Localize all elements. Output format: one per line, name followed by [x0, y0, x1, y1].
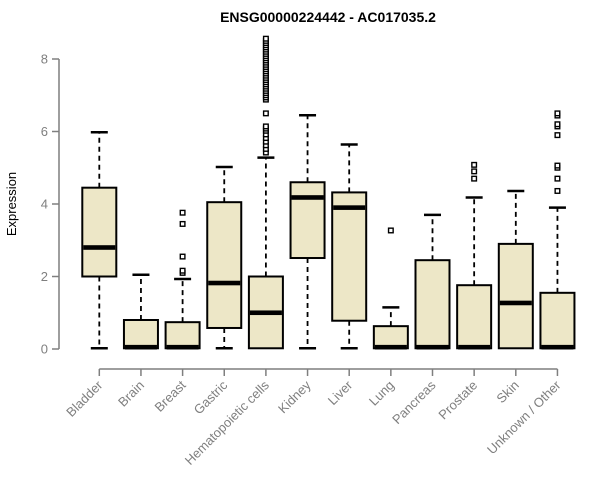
- y-axis-title: Expression: [4, 172, 19, 236]
- x-tick-label: Skin: [493, 378, 521, 406]
- outlier-point: [554, 175, 561, 182]
- x-tick-label: Unknown / Other: [484, 377, 564, 457]
- box-group: [81, 130, 118, 350]
- outlier-point: [262, 35, 269, 42]
- box-group: [372, 227, 409, 350]
- box-rect: [414, 259, 451, 350]
- box-group: [247, 35, 284, 350]
- x-tick-label: Prostate: [435, 378, 480, 423]
- outlier-point: [471, 168, 478, 175]
- outlier-point: [179, 253, 186, 260]
- outlier-point: [471, 175, 478, 182]
- median-line: [208, 280, 241, 286]
- box-group: [289, 113, 326, 350]
- box-group: [122, 273, 159, 350]
- outlier-point: [179, 267, 186, 274]
- median-line: [416, 344, 449, 350]
- y-tick-label: 0: [41, 342, 48, 357]
- box-group: [414, 213, 451, 350]
- x-tick-label: Liver: [325, 377, 356, 408]
- box-group: [456, 161, 493, 350]
- box-rect: [456, 284, 493, 350]
- median-line: [458, 344, 491, 350]
- x-tick-label: Bladder: [63, 377, 106, 420]
- median-line: [83, 245, 116, 250]
- box-group: [164, 209, 201, 350]
- x-tick-label: Pancreas: [389, 377, 439, 427]
- median-line: [166, 344, 199, 350]
- box-group: [539, 110, 576, 350]
- x-tick-label: Lung: [366, 378, 397, 409]
- outlier-point: [554, 110, 561, 117]
- box-rect: [206, 201, 243, 329]
- median-line: [249, 310, 282, 316]
- box-group: [497, 189, 534, 350]
- outlier-point: [554, 132, 561, 139]
- median-line: [374, 344, 407, 350]
- box-rect: [122, 319, 159, 350]
- chart-title: ENSG00000224442 - AC017035.2: [220, 9, 436, 25]
- outlier-point: [262, 123, 269, 130]
- y-tick-label: 2: [41, 269, 48, 284]
- box-group: [206, 165, 243, 350]
- box-rect: [497, 242, 534, 350]
- box-group: [331, 143, 368, 350]
- median-line: [499, 300, 532, 306]
- y-tick-label: 4: [41, 197, 48, 212]
- box-rect: [164, 321, 201, 350]
- outlier-point: [262, 110, 269, 117]
- median-line: [333, 205, 366, 210]
- x-tick-label: Kidney: [275, 377, 314, 416]
- outlier-point: [179, 220, 186, 227]
- box-rect: [331, 191, 368, 322]
- y-tick-label: 6: [41, 124, 48, 139]
- outlier-point: [554, 187, 561, 194]
- outlier-point: [554, 121, 561, 128]
- box-rect: [81, 186, 118, 278]
- median-line: [541, 344, 574, 350]
- outlier-point: [471, 161, 478, 168]
- outlier-point: [387, 227, 394, 234]
- box-rect: [539, 291, 576, 350]
- outlier-point: [179, 209, 186, 216]
- x-tick-label: Gastric: [191, 377, 231, 417]
- x-tick-label: Brain: [115, 378, 147, 410]
- y-tick-label: 8: [41, 52, 48, 67]
- box-rect: [289, 181, 326, 260]
- median-line: [124, 344, 157, 350]
- median-line: [291, 195, 324, 200]
- x-tick-label: Breast: [152, 377, 189, 414]
- outlier-point: [554, 162, 561, 169]
